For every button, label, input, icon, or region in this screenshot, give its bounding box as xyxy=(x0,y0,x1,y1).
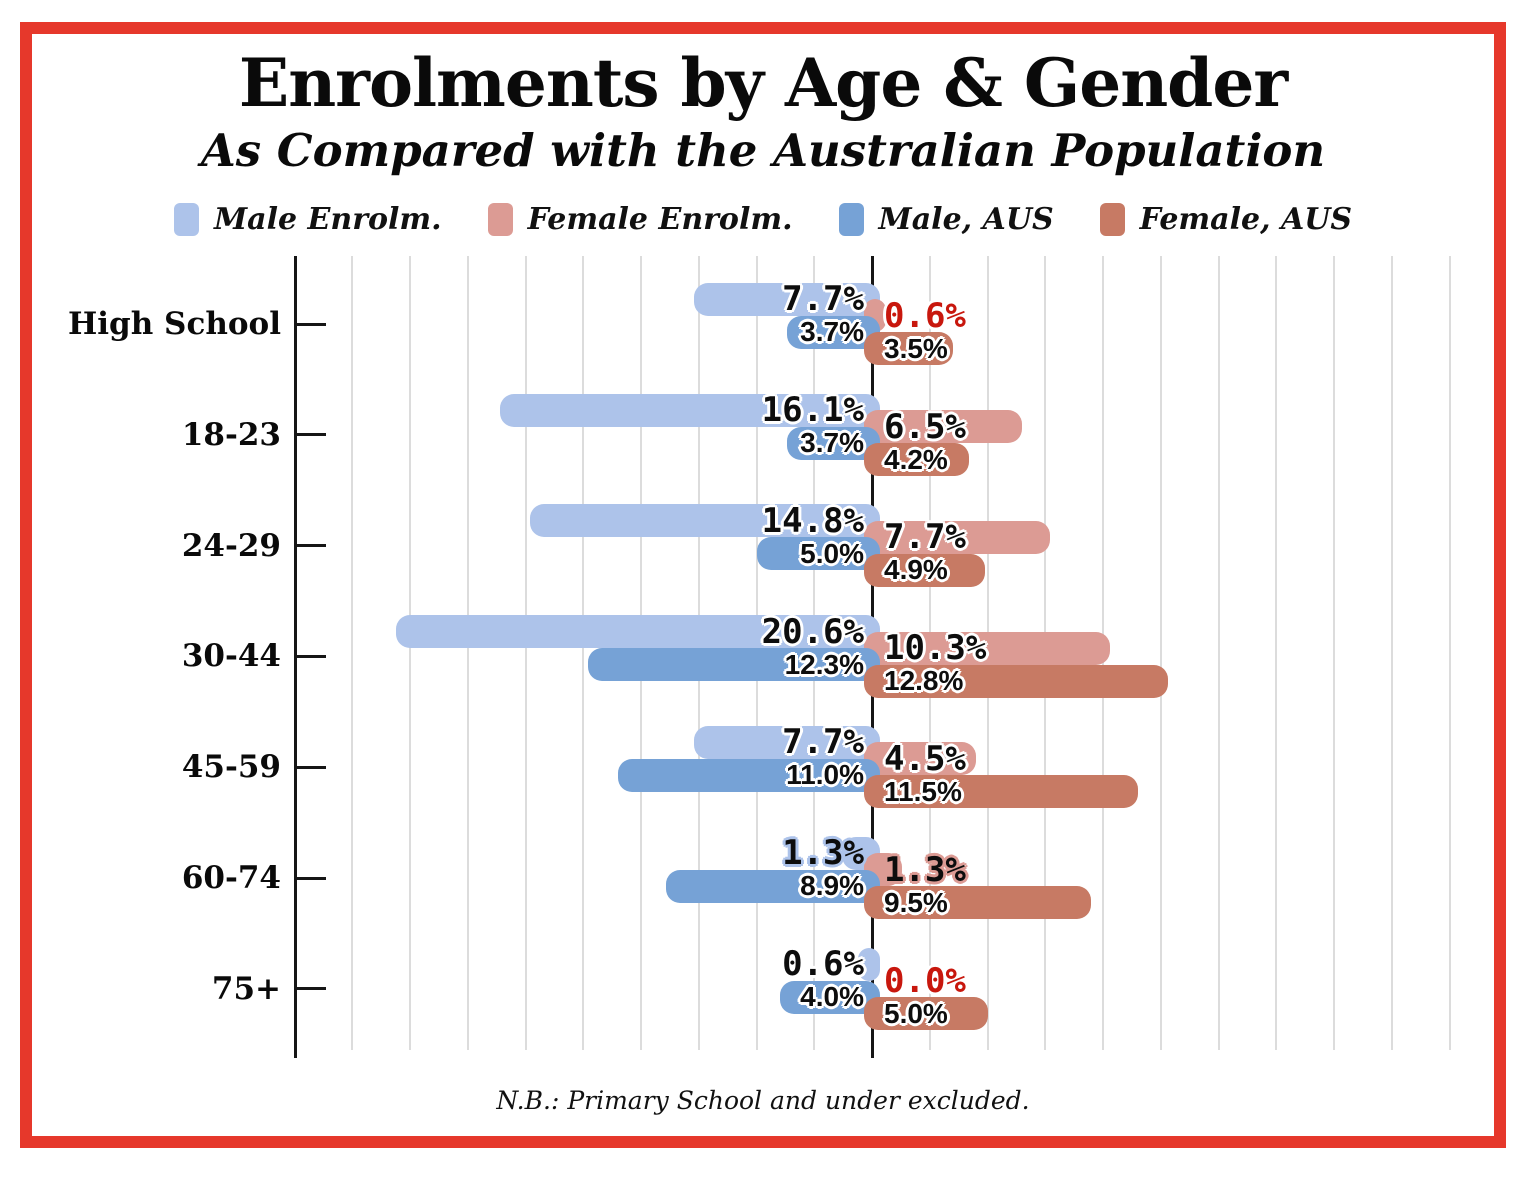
bar-female-aus-24-29 xyxy=(864,553,986,587)
bar-male-enrolm--30-44 xyxy=(396,615,880,649)
value-label-male-enrolm--24-29: 14.8% xyxy=(761,500,864,541)
bar-male-aus-45-59 xyxy=(617,758,880,792)
bar-male-aus-60-74 xyxy=(666,869,880,903)
bar-female-aus-60-74 xyxy=(864,886,1092,920)
value-label-female-enrolm--45-59: 4.5% xyxy=(884,738,966,779)
category-label-45-59: 45-59 xyxy=(181,749,281,786)
legend: Male Enrolm. Female Enrolm. Male, AUS Femal… xyxy=(0,202,1526,237)
value-label-female-enrolm--18-23: 6.5% xyxy=(884,406,966,447)
bar-female-enrolm--24-29 xyxy=(864,520,1050,554)
value-label-male-aus-high-school: 3.7% xyxy=(800,316,864,348)
axis-tick xyxy=(295,765,326,769)
bar-female-aus-18-23 xyxy=(864,443,970,477)
bar-male-aus-24-29 xyxy=(756,537,880,571)
bar-male-enrolm--75+ xyxy=(858,947,880,981)
value-label-female-enrolm--high-school: 0.6% xyxy=(884,295,966,336)
gridline xyxy=(1275,256,1278,1050)
axis-tick xyxy=(295,654,326,658)
axis-tick xyxy=(295,544,326,548)
gridline xyxy=(582,256,585,1050)
legend-item-3: Male, AUS xyxy=(838,202,1054,237)
gridline xyxy=(1448,256,1451,1050)
value-label-female-aus-60-74: 9.5% xyxy=(884,886,948,918)
value-label-male-aus-24-29: 5.0% xyxy=(800,537,864,569)
legend-label: Male, AUS xyxy=(878,202,1054,237)
value-label-female-enrolm--60-74: 1.3% xyxy=(884,849,966,890)
bar-male-aus-30-44 xyxy=(587,648,880,682)
value-label-male-aus-30-44: 12.3% xyxy=(784,648,864,680)
red-border-frame xyxy=(20,22,1506,1148)
gridline xyxy=(351,256,354,1050)
value-label-female-aus-30-44: 12.8% xyxy=(884,665,964,697)
gridline xyxy=(466,256,469,1050)
chart-subtitle: As Compared with the Australian Populati… xyxy=(200,124,1326,177)
bar-male-enrolm--45-59 xyxy=(694,725,880,759)
bar-male-enrolm--18-23 xyxy=(500,393,880,427)
category-label-30-44: 30-44 xyxy=(181,638,281,675)
value-label-male-aus-75+: 4.0% xyxy=(800,981,864,1013)
gridline xyxy=(409,256,411,1050)
value-label-female-aus-high-school: 3.5% xyxy=(884,332,948,364)
gridline xyxy=(1333,256,1335,1050)
category-label-24-29: 24-29 xyxy=(181,527,281,564)
value-label-female-aus-24-29: 4.9% xyxy=(884,554,948,586)
legend-label: Female, AUS xyxy=(1139,202,1353,237)
value-label-male-enrolm--45-59: 7.7% xyxy=(782,722,864,763)
footnote: N.B.: Primary School and under excluded. xyxy=(496,1086,1030,1115)
axis-tick xyxy=(295,322,326,326)
legend-swatch-icon xyxy=(173,203,199,236)
legend-item-4: Female, AUS xyxy=(1099,202,1353,237)
value-label-male-enrolm--18-23: 16.1% xyxy=(761,390,864,431)
bar-female-aus-75+ xyxy=(864,997,988,1031)
value-label-male-aus-18-23: 3.7% xyxy=(800,427,864,459)
legend-swatch-icon xyxy=(487,203,513,236)
value-label-female-enrolm--30-44: 10.3% xyxy=(884,628,987,669)
chart-title: Enrolments by Age & Gender xyxy=(238,44,1288,122)
axis-tick xyxy=(295,987,326,991)
value-label-female-enrolm--75+: 0.0% xyxy=(884,960,966,1001)
bar-male-aus-75+ xyxy=(779,980,880,1014)
category-label-18-23: 18-23 xyxy=(181,416,281,453)
legend-item-1: Male Enrolm. xyxy=(173,202,442,237)
value-label-male-enrolm--30-44: 20.6% xyxy=(761,611,864,652)
value-label-female-aus-75+: 5.0% xyxy=(884,997,948,1029)
value-label-female-enrolm--24-29: 7.7% xyxy=(884,517,966,558)
value-label-male-enrolm--75+: 0.6% xyxy=(782,944,864,985)
legend-label: Male Enrolm. xyxy=(213,202,442,237)
category-label-75+: 75+ xyxy=(211,970,281,1007)
bar-female-aus-high-school xyxy=(864,332,953,366)
value-label-male-enrolm--high-school: 7.7% xyxy=(782,279,864,320)
gridline xyxy=(524,256,527,1050)
legend-label: Female Enrolm. xyxy=(527,202,793,237)
axis-tick xyxy=(295,876,326,880)
bar-male-enrolm--high-school xyxy=(694,282,880,316)
legend-item-2: Female Enrolm. xyxy=(487,202,793,237)
value-label-male-aus-45-59: 11.0% xyxy=(786,759,864,791)
gridline xyxy=(1159,256,1162,1050)
value-label-female-aus-45-59: 11.5% xyxy=(884,775,962,807)
gridline xyxy=(1390,256,1393,1050)
bar-female-enrolm--18-23 xyxy=(864,410,1023,444)
bar-female-enrolm--45-59 xyxy=(864,742,976,776)
value-label-male-enrolm--60-74: 1.3% xyxy=(782,833,864,874)
category-label-60-74: 60-74 xyxy=(181,860,281,896)
bar-female-aus-45-59 xyxy=(864,775,1138,809)
axis-tick xyxy=(295,433,326,437)
legend-swatch-icon xyxy=(838,203,864,236)
legend-swatch-icon xyxy=(1099,203,1125,236)
value-label-male-aus-60-74: 8.9% xyxy=(800,870,864,902)
bar-male-enrolm--24-29 xyxy=(530,504,880,538)
bar-female-aus-30-44 xyxy=(864,664,1168,698)
bar-female-enrolm--30-44 xyxy=(864,631,1110,665)
gridline xyxy=(1217,256,1220,1050)
category-label-high-school: High School xyxy=(67,306,281,342)
value-label-female-aus-18-23: 4.2% xyxy=(884,443,948,475)
